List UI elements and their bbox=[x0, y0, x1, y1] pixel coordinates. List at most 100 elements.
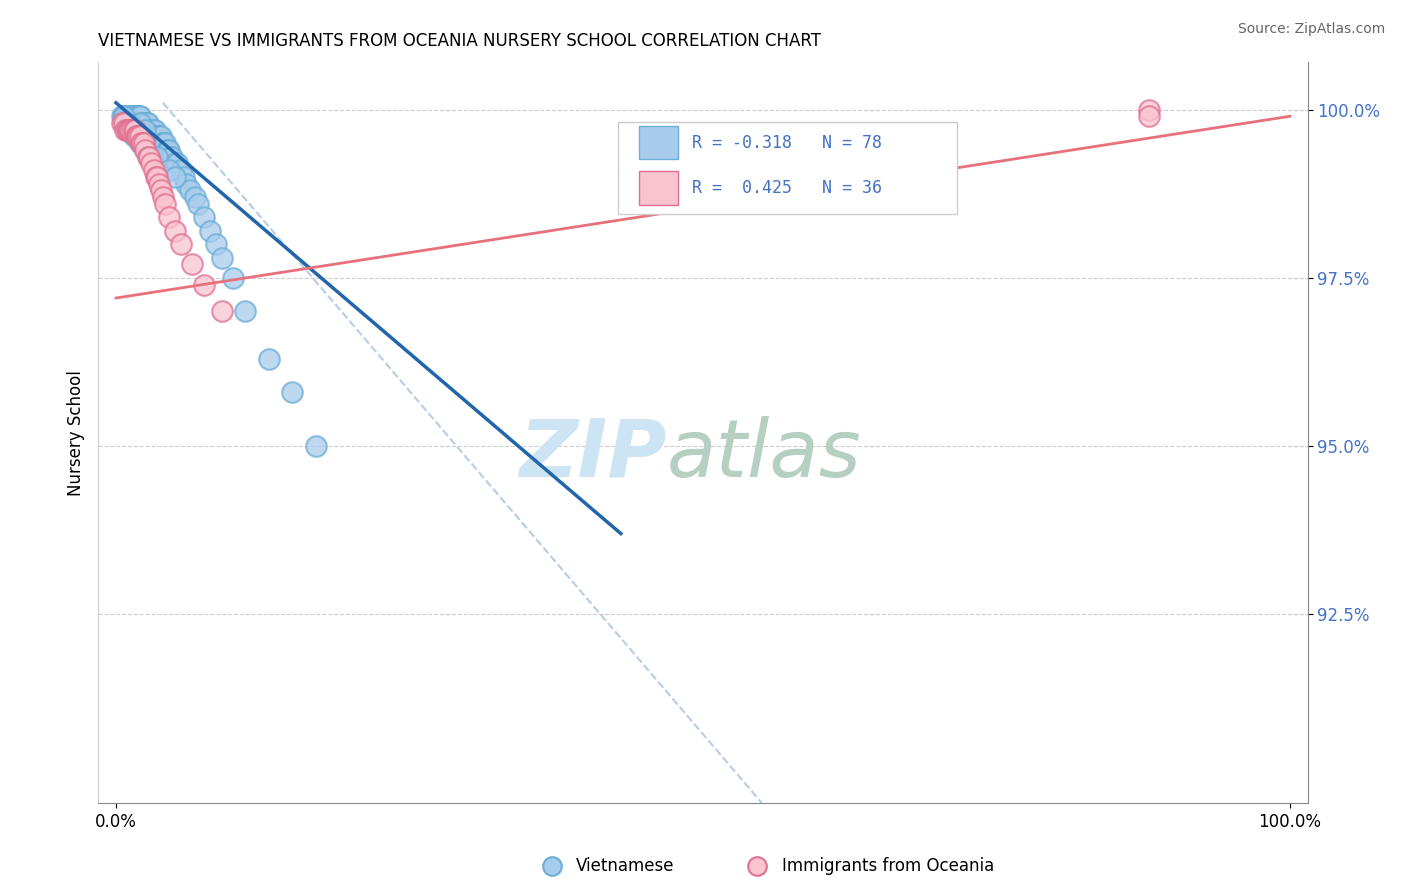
Point bbox=[145, 169, 167, 184]
Point bbox=[117, 109, 139, 123]
Point bbox=[139, 122, 162, 136]
Point bbox=[127, 129, 149, 144]
Point bbox=[141, 122, 163, 136]
Point bbox=[142, 163, 165, 178]
Point bbox=[148, 177, 170, 191]
Point bbox=[135, 116, 157, 130]
Point bbox=[157, 143, 180, 157]
Point bbox=[145, 129, 167, 144]
Point bbox=[143, 122, 166, 136]
Point bbox=[183, 190, 205, 204]
Point bbox=[155, 196, 177, 211]
Point bbox=[181, 257, 204, 271]
Point bbox=[173, 169, 195, 184]
Text: Source: ZipAtlas.com: Source: ZipAtlas.com bbox=[1237, 22, 1385, 37]
Point bbox=[112, 109, 135, 123]
Point bbox=[120, 109, 142, 123]
Point bbox=[131, 136, 153, 151]
Point bbox=[131, 116, 153, 130]
Point bbox=[131, 116, 153, 130]
Point bbox=[159, 150, 181, 164]
Point bbox=[169, 237, 191, 252]
Point bbox=[122, 122, 145, 136]
Point bbox=[146, 169, 169, 184]
Point bbox=[155, 136, 177, 151]
Point bbox=[134, 136, 156, 151]
Text: VIETNAMESE VS IMMIGRANTS FROM OCEANIA NURSERY SCHOOL CORRELATION CHART: VIETNAMESE VS IMMIGRANTS FROM OCEANIA NU… bbox=[98, 32, 821, 50]
Text: R = -0.318   N = 78: R = -0.318 N = 78 bbox=[692, 134, 882, 152]
Point bbox=[166, 156, 188, 170]
Point bbox=[134, 116, 156, 130]
Point bbox=[115, 122, 138, 136]
Point bbox=[112, 109, 135, 123]
Y-axis label: Nursery School: Nursery School bbox=[66, 369, 84, 496]
Point bbox=[129, 136, 152, 151]
Point bbox=[125, 129, 148, 144]
Point bbox=[152, 136, 174, 151]
Point bbox=[136, 150, 159, 164]
Point bbox=[156, 143, 179, 157]
Point bbox=[257, 351, 280, 366]
Point bbox=[115, 116, 138, 130]
Point bbox=[134, 116, 156, 130]
Text: atlas: atlas bbox=[666, 416, 862, 494]
Point bbox=[141, 122, 163, 136]
Point bbox=[157, 163, 180, 178]
Point bbox=[204, 237, 226, 252]
Text: ZIP: ZIP bbox=[519, 416, 666, 494]
Point bbox=[163, 156, 186, 170]
Point bbox=[127, 109, 149, 123]
Point bbox=[134, 143, 156, 157]
Point bbox=[142, 122, 165, 136]
Text: Immigrants from Oceania: Immigrants from Oceania bbox=[782, 856, 994, 875]
Point bbox=[128, 129, 150, 144]
Point bbox=[169, 163, 191, 178]
Point bbox=[128, 109, 150, 123]
Point bbox=[155, 143, 177, 157]
Point bbox=[222, 270, 245, 285]
Point bbox=[124, 109, 146, 123]
Point bbox=[134, 122, 156, 136]
Point bbox=[114, 109, 136, 123]
Point bbox=[153, 136, 176, 151]
Point bbox=[134, 116, 156, 130]
Point bbox=[157, 211, 180, 225]
Point bbox=[136, 116, 159, 130]
Point bbox=[118, 122, 141, 136]
Point bbox=[121, 122, 143, 136]
Point bbox=[149, 129, 172, 144]
Point bbox=[146, 129, 169, 144]
Point bbox=[193, 211, 215, 225]
Point bbox=[198, 224, 221, 238]
Point bbox=[128, 116, 150, 130]
Point bbox=[128, 109, 150, 123]
Point bbox=[125, 109, 148, 123]
Point bbox=[146, 150, 169, 164]
Point bbox=[112, 116, 135, 130]
Point bbox=[211, 251, 233, 265]
Point bbox=[163, 169, 186, 184]
Point bbox=[163, 224, 186, 238]
Point bbox=[187, 196, 209, 211]
Point bbox=[304, 439, 326, 453]
Bar bbox=[638, 126, 678, 159]
Text: Vietnamese: Vietnamese bbox=[576, 856, 675, 875]
Point bbox=[1137, 109, 1160, 123]
Point bbox=[117, 109, 139, 123]
Point bbox=[150, 136, 173, 151]
Point bbox=[1137, 103, 1160, 117]
Point bbox=[118, 109, 141, 123]
Point bbox=[141, 122, 163, 136]
Point bbox=[129, 116, 152, 130]
Point bbox=[138, 150, 160, 164]
Point bbox=[120, 122, 142, 136]
Point bbox=[122, 109, 145, 123]
Point bbox=[124, 122, 146, 136]
Point bbox=[117, 122, 139, 136]
Point bbox=[148, 129, 170, 144]
Point bbox=[114, 116, 136, 130]
Point bbox=[127, 129, 149, 144]
Point bbox=[117, 122, 139, 136]
Point bbox=[149, 183, 172, 197]
Point bbox=[281, 385, 304, 400]
